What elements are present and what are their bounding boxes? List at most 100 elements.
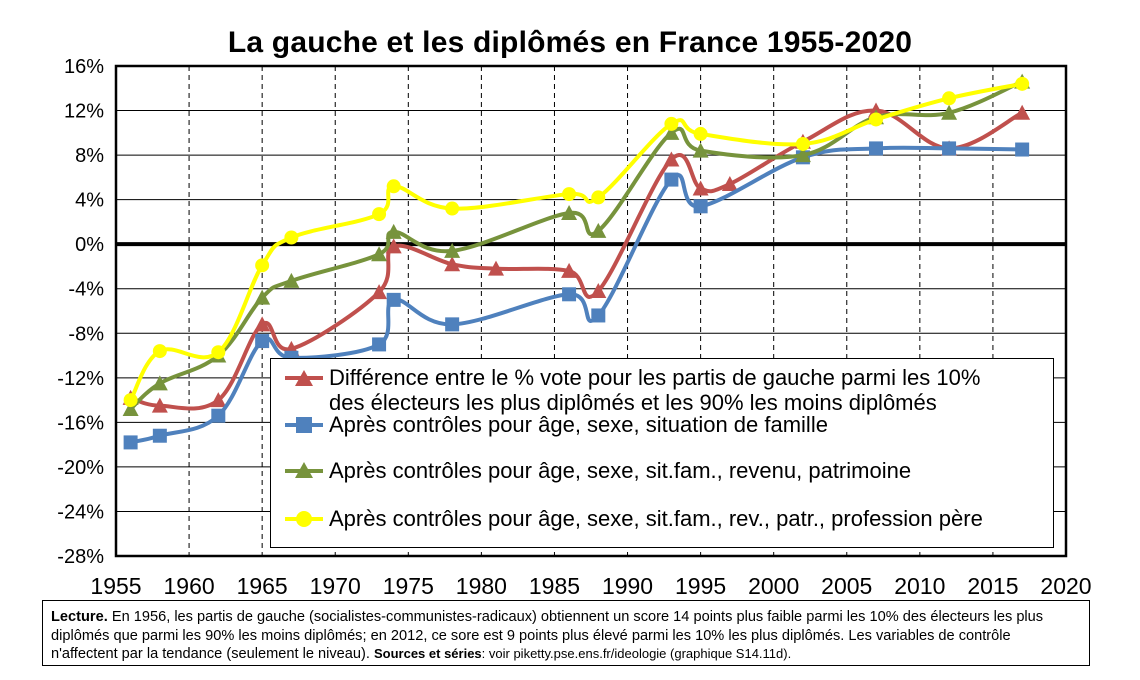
- data-point-controls-3: [664, 116, 679, 131]
- data-point-controls-1: [386, 292, 401, 307]
- x-tick-label: 1955: [90, 573, 141, 599]
- data-point-controls-2: [254, 289, 271, 305]
- data-point-controls-2: [590, 222, 607, 238]
- chart-title: La gauche et les diplômés en France 1955…: [227, 26, 913, 59]
- note-text: En 1956, les partis de gauche (socialist…: [51, 609, 1044, 662]
- y-tick-label: -8%: [68, 323, 104, 345]
- note-sources-text: : voir piketty.pse.ens.fr/ideologie (gra…: [481, 646, 792, 661]
- data-point-difference: [488, 260, 504, 276]
- y-tick-label: -20%: [57, 457, 104, 479]
- data-point-controls-1: [562, 287, 577, 302]
- data-point-controls-1: [445, 317, 460, 332]
- data-point-controls-2: [151, 375, 168, 391]
- data-point-difference: [561, 262, 578, 278]
- data-point-controls-3: [795, 136, 810, 151]
- data-point-controls-1: [1015, 142, 1030, 157]
- legend-label-controls-1: Après contrôles pour âge, sexe, situatio…: [329, 412, 828, 437]
- x-tick-label: 2000: [748, 573, 799, 599]
- reading-note: Lecture. En 1956, les partis de gauche (…: [42, 600, 1090, 666]
- y-tick-labels: 16% 12% 8% 4% 0% -4% -8% -12% -16% -20% -24% -28%: [57, 56, 104, 568]
- y-tick-label: -12%: [57, 368, 104, 390]
- data-point-controls-3: [372, 207, 387, 222]
- data-point-difference: [590, 282, 607, 298]
- x-tick-label: 1965: [237, 573, 288, 599]
- data-point-controls-2: [371, 246, 388, 262]
- yellow-circle-marker-icon: [296, 511, 312, 527]
- series-line-controls-2: [128, 79, 1025, 411]
- y-tick-label: -4%: [68, 279, 104, 301]
- legend: Différence entre le % vote pour les part…: [270, 358, 1054, 548]
- data-point-controls-3: [123, 393, 138, 408]
- y-tick-label: -16%: [57, 412, 104, 434]
- data-point-controls-3: [386, 179, 401, 194]
- data-point-difference: [210, 392, 227, 408]
- data-point-controls-2: [663, 124, 680, 140]
- data-point-controls-1: [591, 308, 606, 323]
- data-point-controls-1: [152, 428, 167, 443]
- data-point-controls-1: [372, 337, 387, 352]
- x-tick-label: 1995: [675, 573, 726, 599]
- legend-label-difference-line1: Différence entre le % vote pour les part…: [329, 365, 981, 390]
- data-point-controls-1: [693, 199, 708, 214]
- x-tick-label: 1980: [456, 573, 507, 599]
- x-tick-label: 1990: [602, 573, 653, 599]
- y-tick-label: 8%: [75, 145, 104, 167]
- y-tick-label: 4%: [75, 190, 104, 212]
- x-tick-label: 1985: [529, 573, 580, 599]
- y-tick-label: -24%: [57, 501, 104, 523]
- legend-label-difference-line2: des électeurs les plus diplômés et les 9…: [329, 390, 937, 415]
- data-point-controls-2: [794, 147, 811, 163]
- data-point-controls-1: [942, 141, 957, 156]
- data-point-difference: [721, 176, 738, 192]
- data-point-controls-3: [255, 258, 270, 273]
- data-point-controls-3: [562, 187, 577, 202]
- data-point-difference: [663, 151, 680, 167]
- data-point-controls-1: [255, 334, 270, 349]
- data-point-difference: [371, 284, 388, 300]
- y-tick-label: 12%: [64, 101, 104, 123]
- data-point-controls-3: [284, 230, 299, 245]
- data-point-controls-2: [692, 142, 709, 158]
- y-tick-label: 16%: [64, 56, 104, 78]
- blue-square-marker-icon: [296, 417, 312, 433]
- note-lead: Lecture.: [51, 609, 108, 625]
- data-point-controls-2: [385, 223, 402, 239]
- data-point-controls-3: [211, 345, 226, 360]
- data-point-difference: [385, 238, 402, 254]
- data-point-controls-2: [122, 401, 139, 416]
- data-point-controls-3: [1015, 76, 1030, 91]
- red-triangle-marker-icon: [295, 370, 313, 386]
- data-point-difference: [692, 180, 709, 196]
- x-tick-label: 2010: [894, 573, 945, 599]
- x-tick-label: 2015: [967, 573, 1018, 599]
- legend-label-controls-2: Après contrôles pour âge, sexe, sit.fam.…: [329, 458, 912, 483]
- plot-frame: [114, 64, 1068, 558]
- y-tick-label: 0%: [75, 234, 104, 256]
- x-tick-label: 2005: [821, 573, 872, 599]
- data-point-controls-3: [152, 344, 167, 359]
- legend-label-controls-3: Après contrôles pour âge, sexe, sit.fam.…: [329, 506, 983, 531]
- data-point-controls-3: [445, 201, 460, 216]
- data-point-controls-1: [123, 435, 138, 450]
- data-point-controls-3: [942, 91, 957, 106]
- series-line-controls-3: [128, 81, 1025, 403]
- data-point-controls-3: [591, 190, 606, 205]
- x-tick-labels: 1955 1960 1965 1970 1975 1980 1985 1990 1995 2000…: [90, 573, 1091, 599]
- data-point-controls-2: [444, 242, 461, 258]
- data-point-difference: [1014, 104, 1031, 120]
- data-point-controls-2: [941, 104, 958, 120]
- data-point-controls-1: [211, 408, 226, 423]
- data-point-controls-2: [283, 272, 300, 288]
- data-point-controls-1: [869, 141, 883, 156]
- data-point-controls-3: [693, 126, 708, 141]
- data-point-difference: [151, 397, 168, 413]
- green-triangle-marker-icon: [295, 462, 313, 478]
- series-lines: [122, 73, 1031, 450]
- x-tick-label: 1975: [383, 573, 434, 599]
- data-point-difference: [254, 316, 271, 332]
- series-line-controls-1: [128, 145, 1025, 445]
- data-point-difference: [444, 256, 461, 272]
- data-point-controls-2: [561, 205, 578, 220]
- x-tick-label: 2020: [1040, 573, 1091, 599]
- x-tick-label: 1960: [163, 573, 214, 599]
